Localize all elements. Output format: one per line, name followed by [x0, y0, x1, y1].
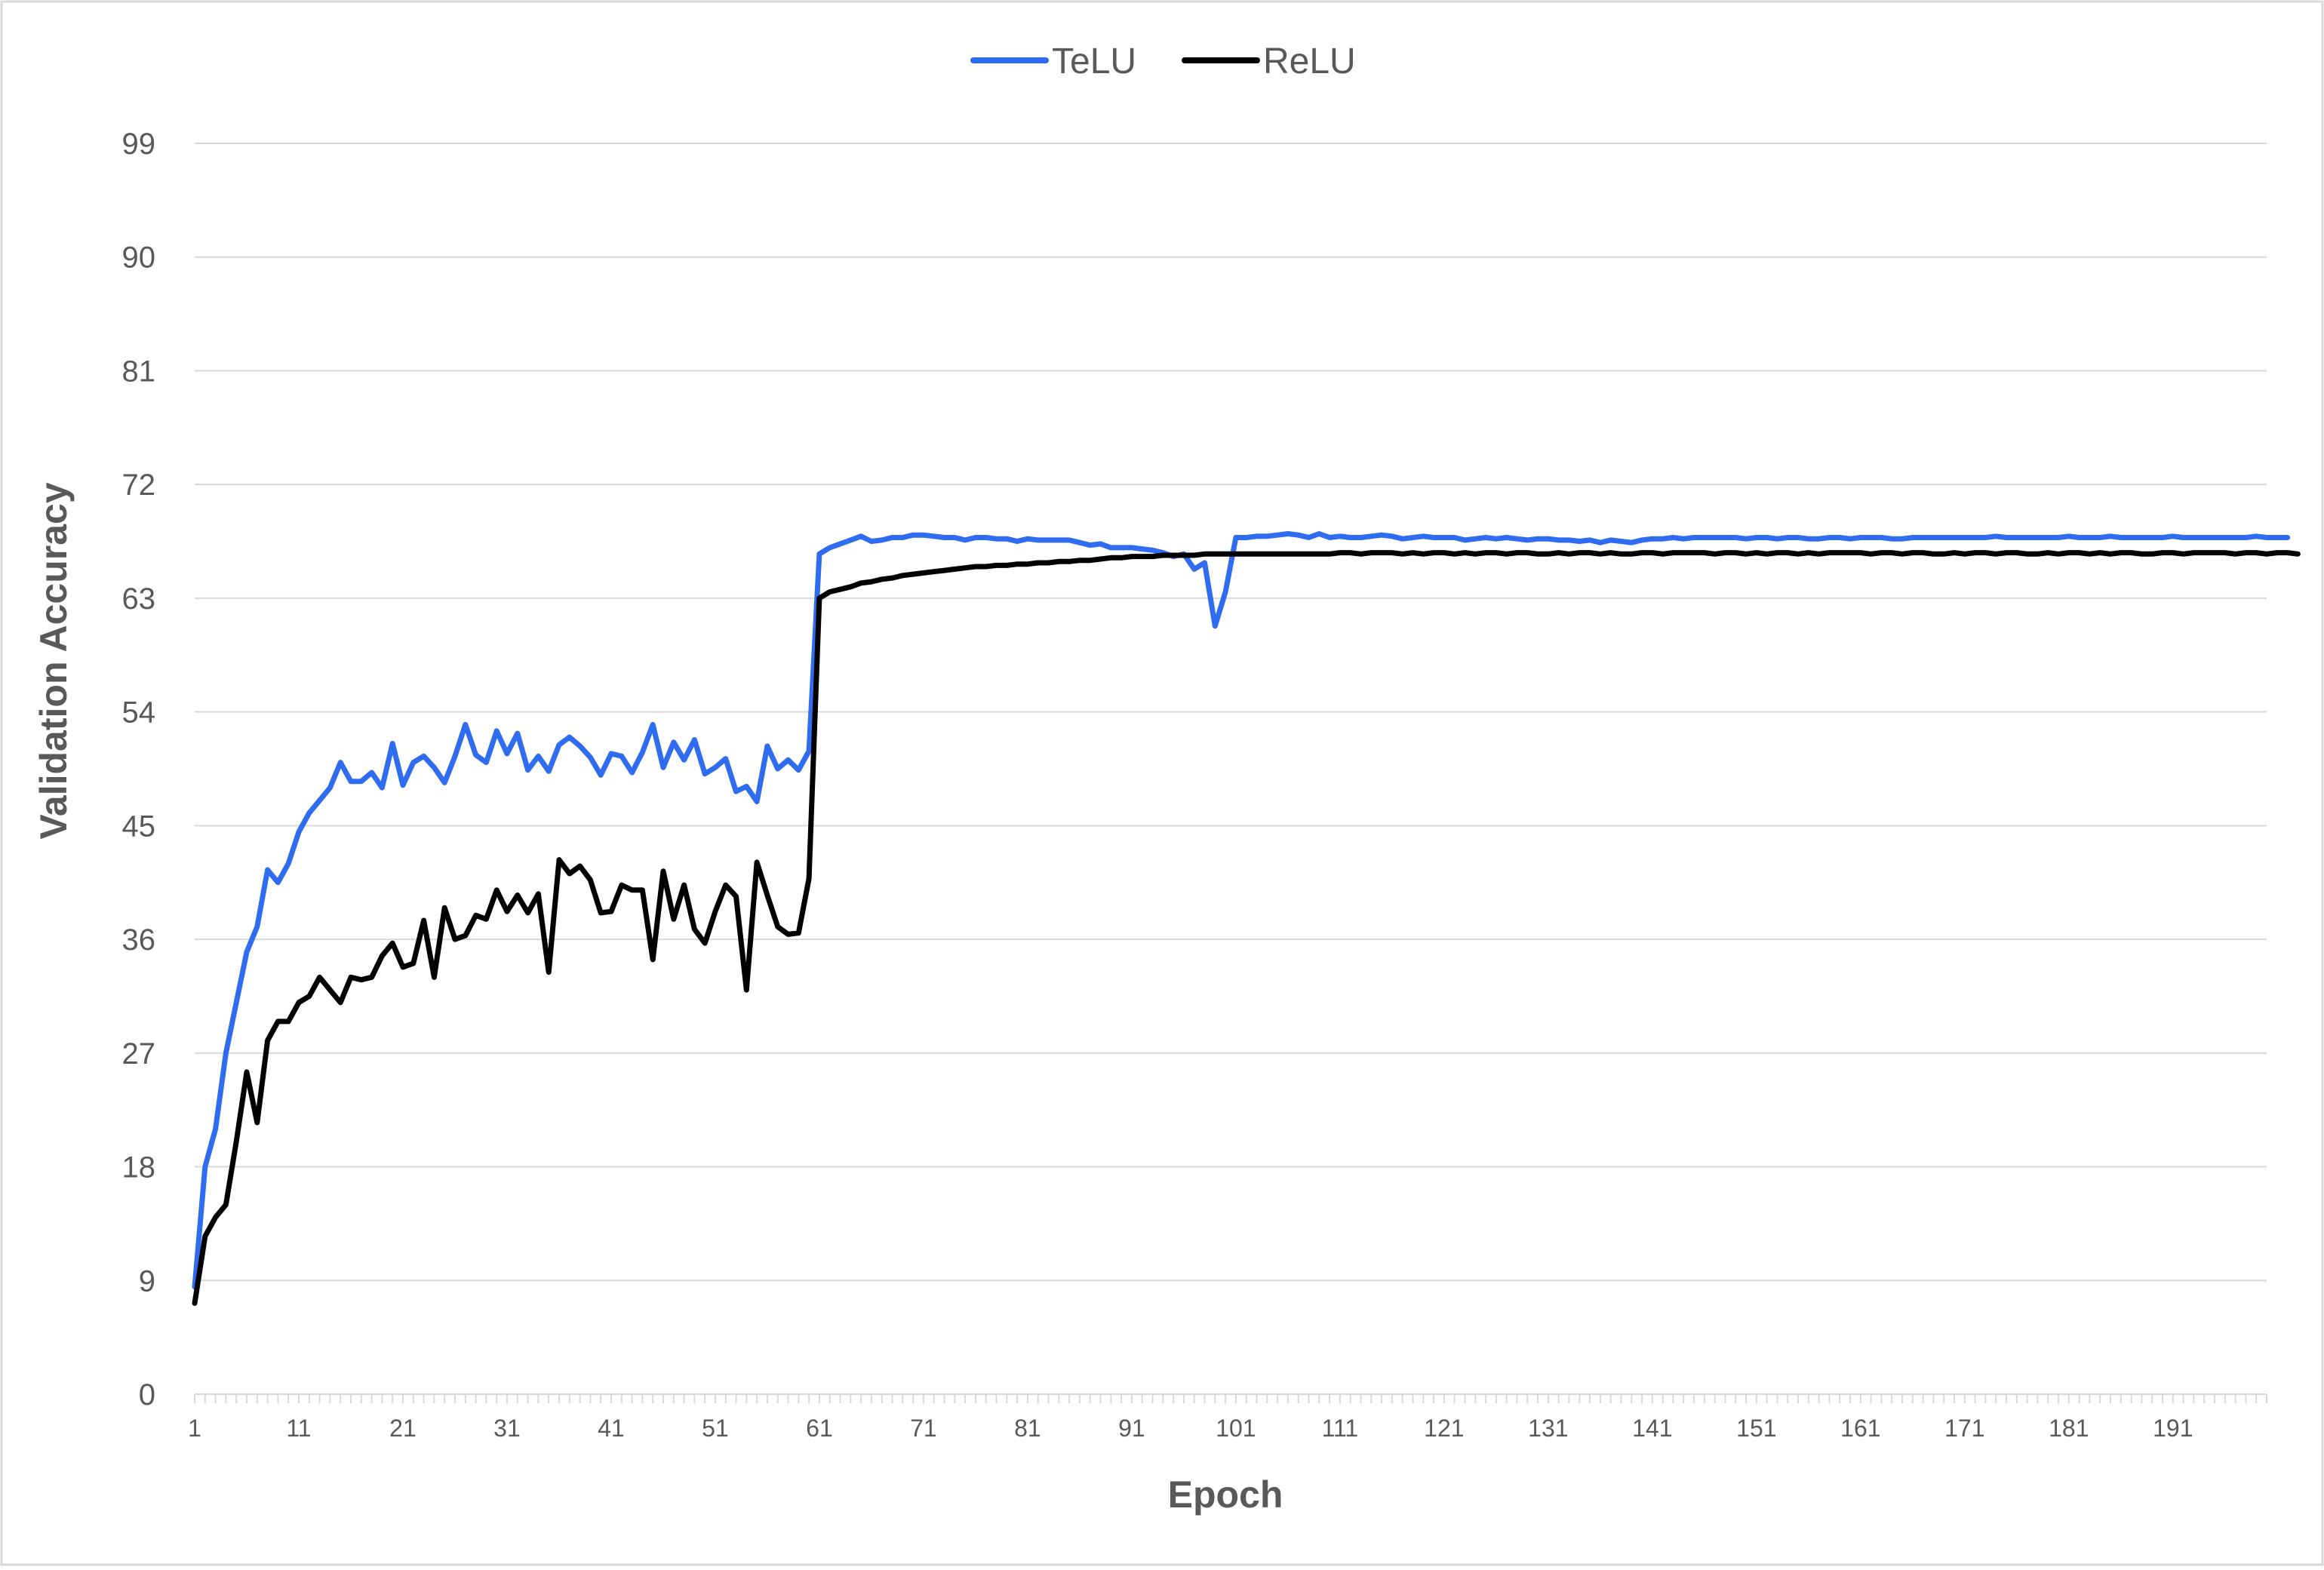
y-tick-label: 27	[122, 1037, 156, 1071]
legend-label-telu: TeLU	[1052, 41, 1136, 81]
y-tick-label: 9	[139, 1264, 155, 1298]
x-tick-label: 161	[1840, 1415, 1880, 1442]
x-tick-label: 41	[598, 1415, 625, 1442]
y-tick-label: 72	[122, 469, 156, 502]
y-tick-label: 99	[122, 128, 156, 161]
y-axis-tick-labels: 0 9 18 27 36 45 54 63 72 81 90 99	[122, 128, 156, 1412]
y-tick-label: 0	[139, 1378, 155, 1412]
x-tick-label: 1	[188, 1415, 201, 1442]
x-tick-label: 11	[286, 1415, 311, 1442]
x-tick-label: 171	[1944, 1415, 1984, 1442]
x-tick-label: 191	[2153, 1415, 2193, 1442]
x-tick-label: 181	[2049, 1415, 2089, 1442]
x-tick-label: 21	[389, 1415, 417, 1442]
y-tick-label: 18	[122, 1151, 156, 1184]
y-tick-label: 90	[122, 241, 156, 275]
x-tick-label: 141	[1632, 1415, 1672, 1442]
series-lines	[192, 531, 2301, 1306]
series-line-telu	[192, 531, 2291, 1290]
x-tick-label: 151	[1736, 1415, 1776, 1442]
y-axis-title: Validation Accuracy	[32, 482, 75, 840]
x-tick-label: 31	[493, 1415, 521, 1442]
x-tick-label: 91	[1118, 1415, 1145, 1442]
x-tick-label: 61	[806, 1415, 833, 1442]
y-tick-label: 81	[122, 355, 156, 388]
gridlines	[195, 143, 2267, 1282]
legend-label-relu: ReLU	[1263, 41, 1356, 81]
x-axis	[194, 1393, 2267, 1403]
x-axis-title: Epoch	[1168, 1473, 1283, 1516]
x-tick-label: 51	[702, 1415, 729, 1442]
x-tick-label: 101	[1216, 1415, 1256, 1442]
y-tick-label: 36	[122, 923, 156, 957]
series-line-relu	[192, 550, 2301, 1306]
y-tick-label: 45	[122, 810, 156, 843]
x-tick-label: 131	[1528, 1415, 1568, 1442]
x-tick-label: 121	[1424, 1415, 1464, 1442]
y-tick-label: 54	[122, 696, 156, 730]
legend: TeLU ReLU	[970, 41, 1356, 81]
x-tick-label: 71	[910, 1415, 937, 1442]
x-tick-label: 111	[1322, 1415, 1359, 1442]
x-tick-label: 81	[1014, 1415, 1041, 1442]
y-tick-label: 63	[122, 582, 156, 616]
x-axis-tick-labels: 1 11 21 31 41 51 61 71 81 91 101 111 121 131 141 151 161…	[188, 1415, 2193, 1442]
